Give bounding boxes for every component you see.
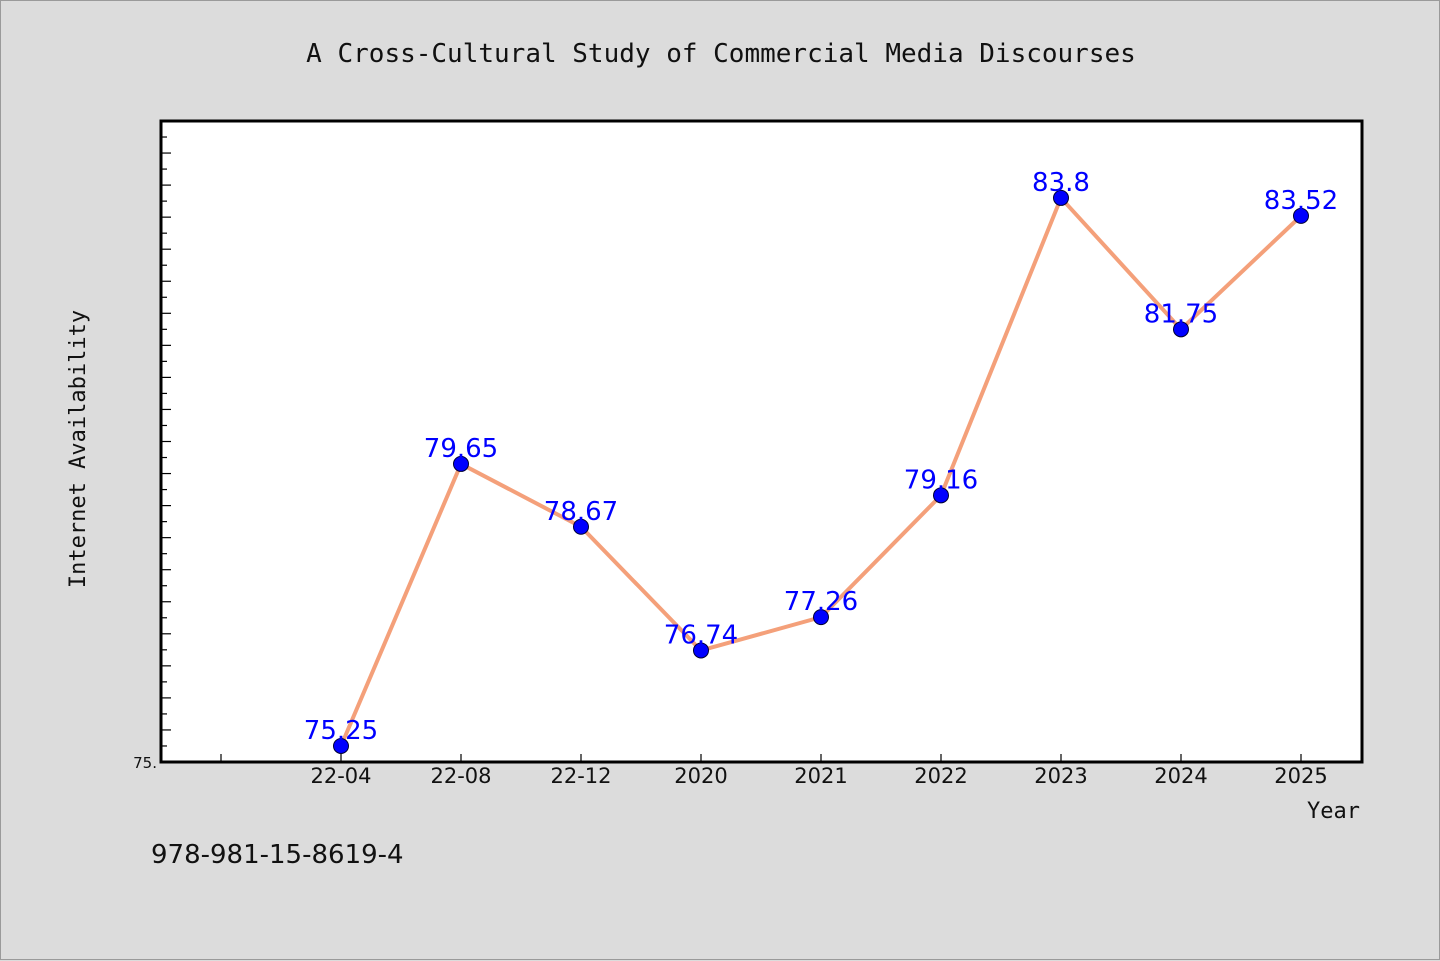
data-label: 83.8 (1032, 168, 1090, 198)
series-markers (333, 189, 1309, 754)
data-point-marker (693, 642, 709, 659)
y-axis-label: Internet Availability (66, 310, 91, 588)
x-tick-label: 2025 (1274, 764, 1327, 788)
data-point-marker (933, 487, 949, 504)
data-point-marker (1173, 321, 1189, 338)
y-axis-ticks (161, 136, 171, 763)
x-tick-label: 22-04 (310, 764, 371, 788)
data-point-marker (813, 609, 829, 626)
y-tick-label: 75. (133, 754, 157, 772)
x-tick-label: 22-08 (430, 764, 491, 788)
isbn-text: 978-981-15-8619-4 (151, 840, 404, 870)
data-label: 79.65 (424, 434, 498, 464)
plot-area (159, 119, 1364, 764)
x-tick-label: 2023 (1034, 764, 1087, 788)
x-tick-label: 22-12 (550, 764, 611, 788)
data-label: 83.52 (1264, 186, 1338, 216)
data-point-marker (1053, 189, 1069, 206)
data-labels: 75.25 79.65 78.67 76.74 77.26 79.16 83.8 81.75 8… (304, 168, 1338, 746)
y-axis-tick-labels: 75. (133, 754, 157, 772)
data-label: 76.74 (664, 620, 738, 650)
data-point-marker (1293, 207, 1309, 224)
x-tick-label: 2021 (794, 764, 847, 788)
data-label: 79.16 (904, 465, 978, 495)
x-tick-label: 2024 (1154, 764, 1207, 788)
data-label: 77.26 (784, 587, 858, 617)
x-tick-label: 2022 (914, 764, 967, 788)
x-axis-label: Year (1307, 799, 1360, 824)
data-label: 81.75 (1144, 299, 1218, 329)
data-point-marker (333, 737, 349, 754)
data-label: 75.25 (304, 716, 378, 746)
x-axis-ticks (220, 754, 1302, 762)
x-axis-tick-labels: 22-04 22-08 22-12 2020 2021 2022 2023 2024 2025 (310, 764, 1327, 788)
data-point-marker (453, 455, 469, 472)
chart-title: A Cross-Cultural Study of Commercial Med… (306, 39, 1136, 69)
x-tick-label: 2020 (674, 764, 727, 788)
data-point-marker (573, 518, 589, 535)
data-label: 78.67 (544, 497, 618, 527)
